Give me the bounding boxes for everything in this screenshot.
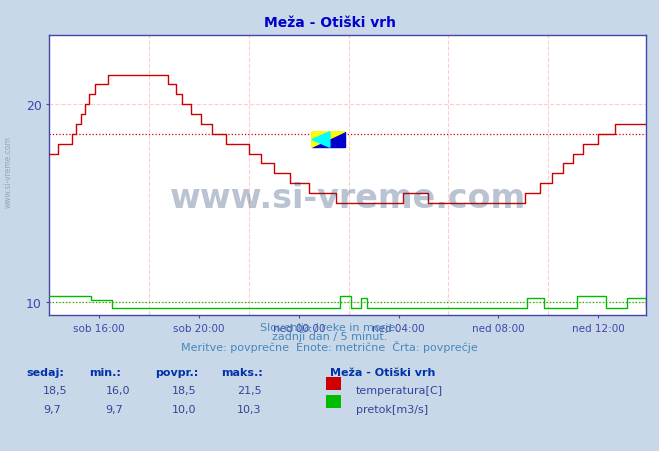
- Text: Meža - Otiški vrh: Meža - Otiški vrh: [264, 16, 395, 30]
- Text: temperatura[C]: temperatura[C]: [356, 386, 443, 396]
- Text: Meža - Otiški vrh: Meža - Otiški vrh: [330, 368, 435, 377]
- Text: www.si-vreme.com: www.si-vreme.com: [3, 135, 13, 207]
- Text: zadnji dan / 5 minut.: zadnji dan / 5 minut.: [272, 331, 387, 341]
- Text: 21,5: 21,5: [237, 386, 262, 396]
- Text: Slovenija / reke in morje.: Slovenija / reke in morje.: [260, 322, 399, 332]
- Text: Meritve: povprečne  Enote: metrične  Črta: povprečje: Meritve: povprečne Enote: metrične Črta:…: [181, 341, 478, 353]
- Text: maks.:: maks.:: [221, 368, 262, 377]
- Polygon shape: [312, 133, 330, 148]
- Text: 16,0: 16,0: [105, 386, 130, 396]
- Text: pretok[m3/s]: pretok[m3/s]: [356, 404, 428, 414]
- Polygon shape: [312, 133, 345, 148]
- Text: 18,5: 18,5: [43, 386, 67, 396]
- Text: min.:: min.:: [89, 368, 121, 377]
- Text: povpr.:: povpr.:: [155, 368, 198, 377]
- Text: 9,7: 9,7: [43, 404, 61, 414]
- Text: sedaj:: sedaj:: [26, 368, 64, 377]
- Text: 10,0: 10,0: [171, 404, 196, 414]
- Text: 10,3: 10,3: [237, 404, 262, 414]
- Text: 9,7: 9,7: [105, 404, 123, 414]
- Polygon shape: [312, 133, 345, 148]
- Text: www.si-vreme.com: www.si-vreme.com: [169, 182, 526, 215]
- Text: 18,5: 18,5: [171, 386, 196, 396]
